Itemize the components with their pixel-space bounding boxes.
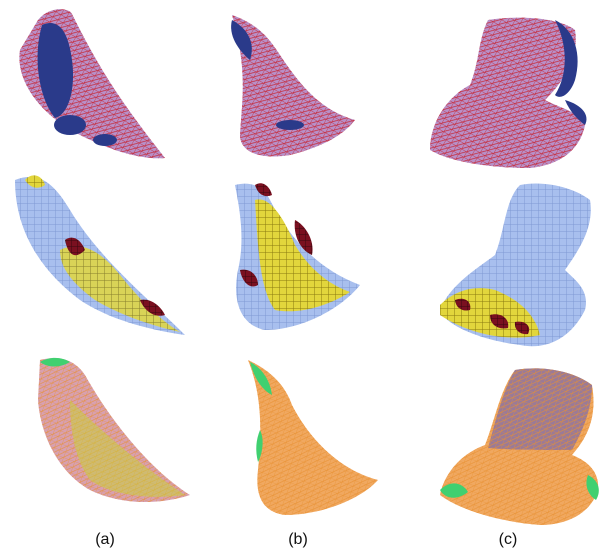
panel-c-row2-voxels [440,183,591,347]
panel-b-row1-overlay [231,15,355,157]
column-label-c: (c) [498,531,518,548]
panel-c-row3-wireframe [440,368,599,525]
column-label-b: (b) [288,531,308,548]
panel-b-row2-voxels [235,183,360,330]
panel-a-row1-overlay [19,9,166,159]
panel-a-row3-wireframe [38,357,190,502]
panel-a-row2-voxels [15,175,185,335]
column-label-a: (a) [95,531,115,548]
panel-c-row1-overlay [430,17,587,168]
panel-b-row3-wireframe [248,360,378,515]
